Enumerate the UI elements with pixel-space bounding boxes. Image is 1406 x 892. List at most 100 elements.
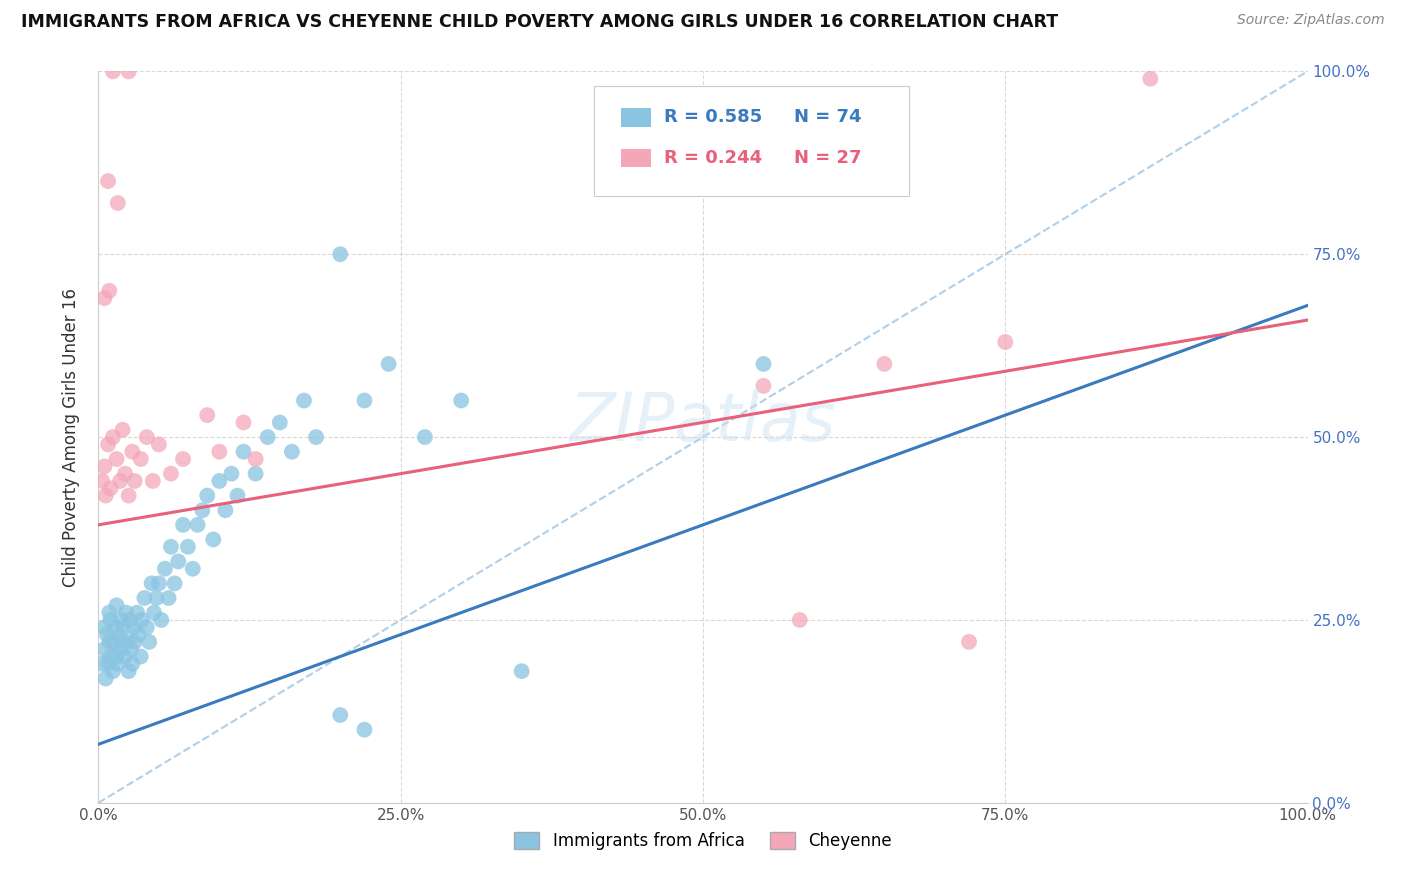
Point xyxy=(96,627,118,641)
Point xyxy=(172,517,194,532)
Point xyxy=(353,393,375,408)
Text: N = 74: N = 74 xyxy=(793,109,862,127)
Point xyxy=(122,620,145,634)
Point xyxy=(124,474,146,488)
Point xyxy=(100,481,122,495)
Point xyxy=(93,642,115,657)
Point xyxy=(994,334,1017,349)
Y-axis label: Child Poverty Among Girls Under 16: Child Poverty Among Girls Under 16 xyxy=(62,287,80,587)
Point xyxy=(114,649,136,664)
Point xyxy=(108,474,131,488)
Point xyxy=(377,357,399,371)
Point xyxy=(131,613,153,627)
Point xyxy=(160,540,183,554)
Point xyxy=(138,635,160,649)
Point xyxy=(195,408,218,422)
Point xyxy=(142,474,165,488)
Point xyxy=(873,357,896,371)
Point xyxy=(214,503,236,517)
Point xyxy=(108,642,131,657)
Point xyxy=(112,620,135,634)
Point xyxy=(157,591,180,605)
Legend: Immigrants from Africa, Cheyenne: Immigrants from Africa, Cheyenne xyxy=(508,825,898,856)
Point xyxy=(208,444,231,458)
Point xyxy=(187,517,209,532)
Point xyxy=(105,452,128,467)
Point xyxy=(98,284,121,298)
Point xyxy=(202,533,225,547)
Point xyxy=(97,657,120,671)
Bar xyxy=(621,108,651,127)
Point xyxy=(281,444,304,458)
Point xyxy=(752,357,775,371)
Point xyxy=(101,664,124,678)
Point xyxy=(135,430,157,444)
Point xyxy=(957,635,980,649)
Point xyxy=(115,606,138,620)
FancyBboxPatch shape xyxy=(595,86,908,195)
Point xyxy=(101,64,124,78)
Point xyxy=(104,620,127,634)
Point xyxy=(413,430,436,444)
Point xyxy=(143,606,166,620)
Point xyxy=(101,430,124,444)
Point xyxy=(100,649,122,664)
Point xyxy=(124,635,146,649)
Point xyxy=(118,489,141,503)
Point xyxy=(141,576,163,591)
Point xyxy=(129,452,152,467)
Point xyxy=(111,635,134,649)
Bar xyxy=(621,149,651,167)
Point xyxy=(97,437,120,451)
Point xyxy=(94,489,117,503)
Point xyxy=(305,430,328,444)
Point xyxy=(127,606,149,620)
Point xyxy=(121,657,143,671)
Point xyxy=(232,444,254,458)
Point xyxy=(245,467,267,481)
Point xyxy=(98,606,121,620)
Point xyxy=(208,474,231,488)
Point xyxy=(191,503,214,517)
Text: Source: ZipAtlas.com: Source: ZipAtlas.com xyxy=(1237,13,1385,28)
Point xyxy=(221,467,243,481)
Point xyxy=(177,540,200,554)
Point xyxy=(353,723,375,737)
Point xyxy=(127,627,149,641)
Point xyxy=(91,474,114,488)
Point xyxy=(107,657,129,671)
Point xyxy=(93,459,115,474)
Text: R = 0.244: R = 0.244 xyxy=(664,149,762,167)
Point xyxy=(107,196,129,211)
Point xyxy=(98,635,121,649)
Point xyxy=(167,554,190,568)
Point xyxy=(172,452,194,467)
Point xyxy=(135,620,157,634)
Point xyxy=(118,664,141,678)
Point xyxy=(108,627,131,641)
Point xyxy=(450,393,472,408)
Point xyxy=(103,635,125,649)
Text: N = 27: N = 27 xyxy=(793,149,862,167)
Point xyxy=(752,379,775,393)
Point xyxy=(91,657,114,671)
Point xyxy=(110,613,132,627)
Point xyxy=(269,416,291,430)
Point xyxy=(329,708,352,723)
Point xyxy=(118,64,141,78)
Point xyxy=(329,247,352,261)
Point xyxy=(1139,71,1161,86)
Point xyxy=(93,620,115,634)
Point xyxy=(292,393,315,408)
Point xyxy=(105,649,128,664)
Point xyxy=(181,562,204,576)
Text: ZIPatlas: ZIPatlas xyxy=(569,390,837,456)
Point xyxy=(129,649,152,664)
Point xyxy=(150,613,173,627)
Point xyxy=(117,635,139,649)
Text: R = 0.585: R = 0.585 xyxy=(664,109,762,127)
Point xyxy=(114,467,136,481)
Point xyxy=(111,423,134,437)
Point xyxy=(153,562,176,576)
Point xyxy=(256,430,278,444)
